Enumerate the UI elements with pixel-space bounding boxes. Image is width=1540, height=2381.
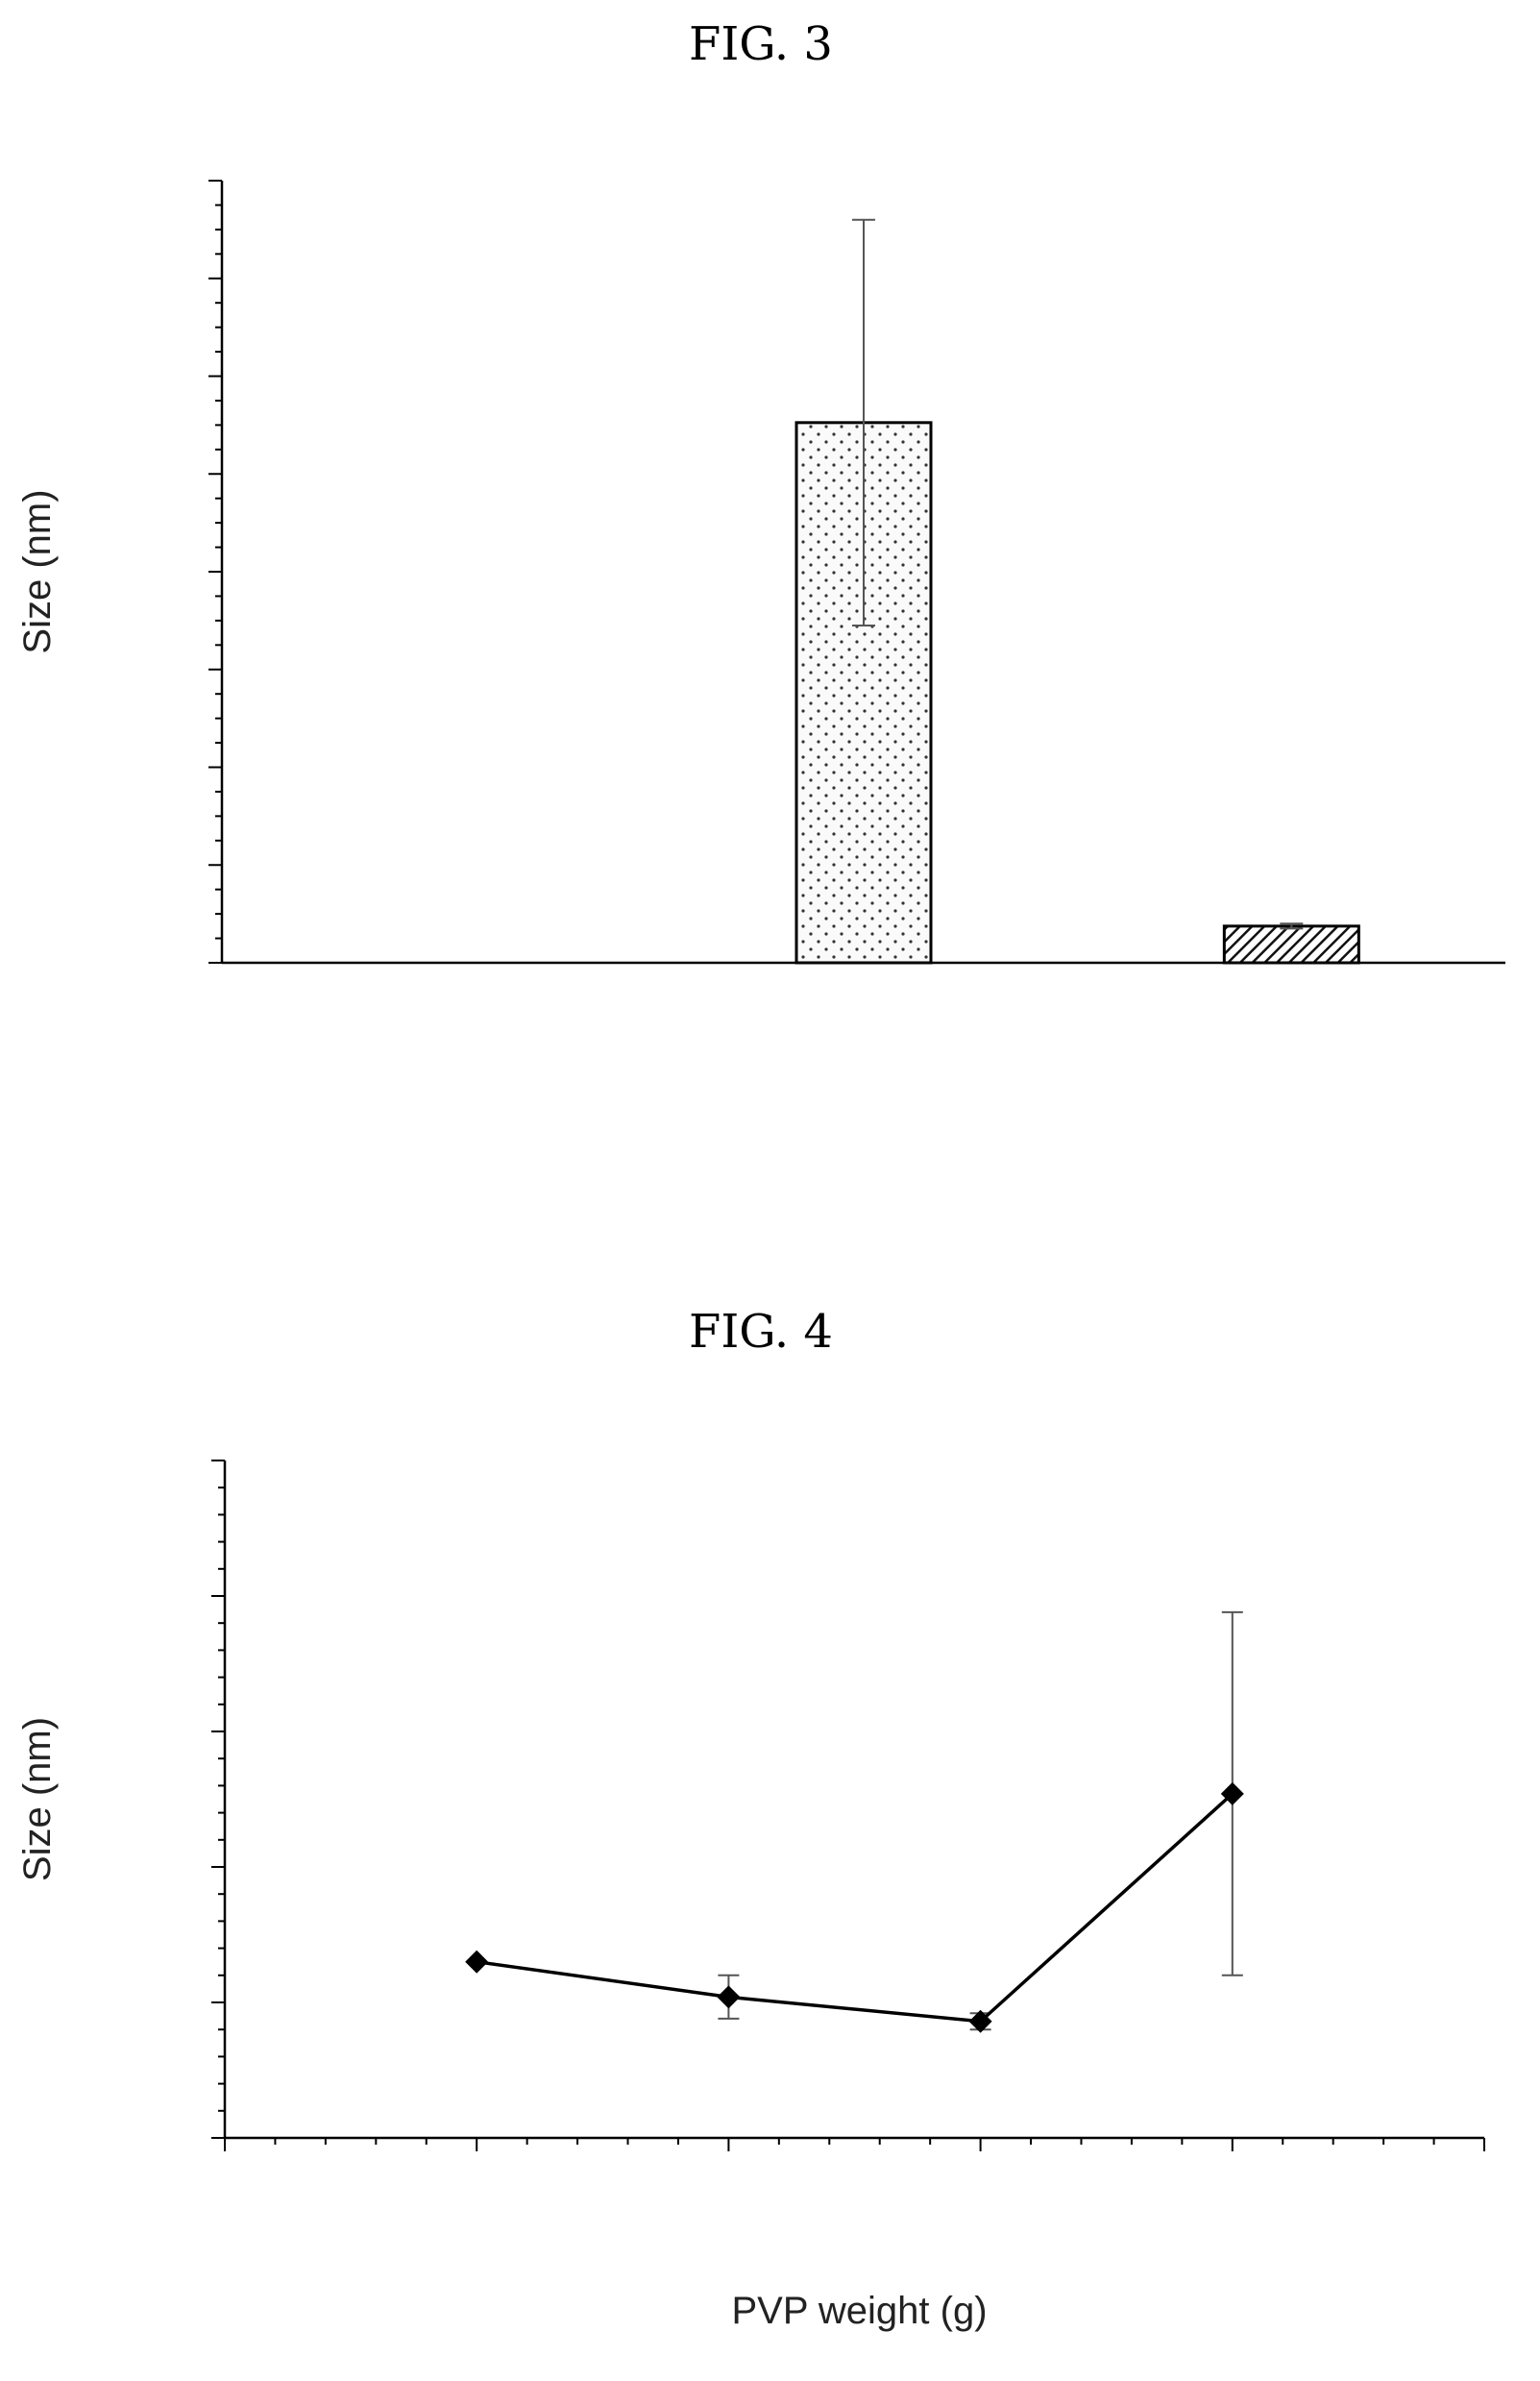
fig4-x-axis-label: PVP weight (g) — [731, 2290, 987, 2332]
fig3-bars — [794, 218, 1360, 965]
fig3-bar — [1222, 924, 1360, 965]
fig4-title: FIG. 4 — [689, 1305, 833, 1359]
fig4-plot: Size (nm) PVP weight (g) — [16, 1460, 1485, 2332]
fig4-series-line — [476, 1792, 1234, 2024]
fig3-y-axis-label: Size (nm) — [16, 489, 59, 653]
fig4-data-point — [465, 1950, 489, 1974]
fig3: FIG. 3 Size (nm) — [16, 17, 1505, 965]
fig4-x-ticks — [224, 2138, 1485, 2151]
fig4-series — [465, 1610, 1244, 2033]
fig3-plot: Size (nm) — [16, 180, 1505, 965]
fig4: FIG. 4 Size (nm) PVP weight (g) — [16, 1305, 1485, 2332]
fig4-data-point — [968, 2009, 992, 2033]
fig3-title: FIG. 3 — [689, 17, 833, 71]
fig4-data-point — [1220, 1781, 1244, 1805]
fig3-y-ticks — [208, 180, 222, 964]
fig4-data-point — [717, 1985, 741, 2009]
fig4-y-ticks — [211, 1460, 225, 2139]
fig4-y-axis-label: Size (nm) — [16, 1717, 59, 1881]
